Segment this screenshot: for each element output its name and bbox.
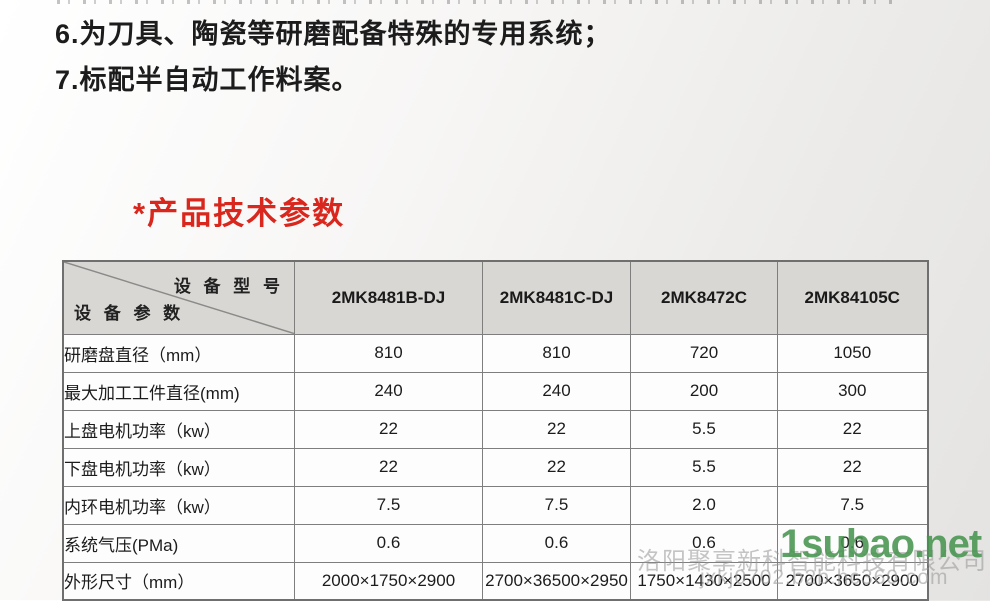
param-value: 0.6 — [777, 523, 928, 563]
table-row: 外形尺寸（mm） 2000×1750×2900 2700×36500×2950 175… — [62, 561, 928, 601]
watermark-site: 1subao.net — [780, 522, 982, 566]
spec-table-body: 研磨盘直径（mm） 810 810 720 1050 最大加工工件直径(mm) 240 240… — [62, 333, 928, 601]
param-value: 0.6 — [630, 523, 778, 563]
param-value: 5.5 — [630, 447, 778, 487]
param-value: 0.6 — [294, 523, 483, 563]
param-label: 系统气压(PMa) — [62, 523, 295, 563]
param-label: 上盘电机功率（kw） — [62, 409, 295, 449]
param-label: 下盘电机功率（kw） — [62, 447, 295, 487]
corner-label-param: 设 备 参 数 — [74, 303, 185, 323]
param-value: 7.5 — [482, 485, 631, 525]
table-row: 下盘电机功率（kw） 22 22 5.5 22 — [62, 447, 928, 487]
watermark-url: jxkj0702.b2b.hc360.com — [700, 566, 949, 589]
feature-line-7: 7.标配半自动工作料案。 — [55, 65, 360, 95]
param-value: 22 — [777, 447, 928, 487]
corner-label-model: 设 备 型 号 — [173, 277, 284, 296]
param-value: 2.0 — [630, 485, 778, 525]
model-header: 2MK8472C — [630, 260, 778, 335]
param-value: 810 — [482, 333, 631, 373]
table-row: 内环电机功率（kw） 7.5 7.5 2.0 7.5 — [62, 485, 928, 525]
model-header: 2MK8481C-DJ — [482, 260, 631, 335]
param-value: 22 — [294, 409, 483, 449]
table-row: 上盘电机功率（kw） 22 22 5.5 22 — [62, 409, 928, 449]
param-value: 7.5 — [294, 485, 483, 525]
param-value: 2000×1750×2900 — [294, 561, 483, 601]
spec-table: 设 备 型 号 设 备 参 数 2MK8481B-DJ 2MK8481C-DJ … — [62, 260, 929, 601]
clipped-text-remnant — [57, 0, 895, 4]
param-label: 研磨盘直径（mm） — [62, 333, 295, 373]
param-value: 240 — [294, 371, 483, 411]
section-title: *产品技术参数 — [133, 196, 346, 231]
param-value: 2700×3650×2900 — [777, 561, 928, 601]
param-value: 720 — [630, 333, 778, 373]
model-header: 2MK84105C — [777, 260, 928, 335]
param-value: 1050 — [777, 333, 928, 373]
param-value: 300 — [777, 371, 928, 411]
param-value: 22 — [294, 447, 483, 487]
table-header-row: 设 备 型 号 设 备 参 数 2MK8481B-DJ 2MK8481C-DJ … — [62, 260, 928, 335]
param-value: 200 — [630, 371, 778, 411]
param-value: 22 — [482, 409, 631, 449]
param-value: 22 — [777, 409, 928, 449]
watermark-company: 洛阳聚享新科智能科技有限公司 — [637, 548, 987, 575]
param-label: 内环电机功率（kw） — [62, 485, 295, 525]
param-value: 22 — [482, 447, 631, 487]
diagonal-divider — [64, 262, 294, 333]
param-value: 240 — [482, 371, 631, 411]
param-value: 2700×36500×2950 — [482, 561, 631, 601]
param-value: 0.6 — [482, 523, 631, 563]
param-label: 最大加工工件直径(mm) — [62, 371, 295, 411]
table-row: 研磨盘直径（mm） 810 810 720 1050 — [62, 333, 928, 373]
param-value: 5.5 — [630, 409, 778, 449]
feature-line-6: 6.为刀具、陶瓷等研磨配备特殊的专用系统； — [55, 19, 612, 49]
table-row: 最大加工工件直径(mm) 240 240 200 300 — [62, 371, 928, 411]
model-header: 2MK8481B-DJ — [294, 260, 483, 335]
param-value: 7.5 — [777, 485, 928, 525]
param-value: 810 — [294, 333, 483, 373]
param-label: 外形尺寸（mm） — [62, 561, 295, 601]
corner-header-cell: 设 备 型 号 设 备 参 数 — [62, 260, 295, 335]
